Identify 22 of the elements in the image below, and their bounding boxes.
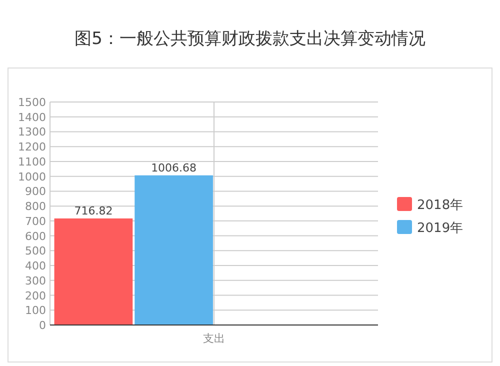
y-tick-label: 800 bbox=[25, 200, 46, 214]
y-tick-label: 1200 bbox=[18, 140, 46, 154]
y-tick-label: 500 bbox=[25, 244, 46, 258]
legend-label: 2019年 bbox=[417, 221, 464, 236]
y-tick-label: 1300 bbox=[18, 126, 46, 139]
y-tick-label: 900 bbox=[25, 185, 46, 198]
y-tick-label: 1100 bbox=[18, 155, 46, 168]
y-tick-label: 0 bbox=[39, 319, 46, 332]
y-tick-label: 700 bbox=[25, 214, 46, 228]
y-tick-label: 1500 bbox=[18, 96, 46, 109]
data-label: 1006.68 bbox=[151, 161, 197, 174]
y-tick-label: 100 bbox=[25, 304, 46, 318]
y-tick-label: 300 bbox=[25, 274, 46, 288]
data-label: 716.82 bbox=[74, 204, 113, 218]
y-tick-label: 1000 bbox=[18, 170, 46, 184]
legend-label: 2018年 bbox=[417, 198, 464, 213]
y-tick-label: 400 bbox=[25, 260, 46, 273]
y-tick-label: 1400 bbox=[18, 110, 46, 124]
y-tick-label: 200 bbox=[25, 289, 46, 302]
chart-title: 图5：一般公共预算财政拨款支出决算变动情况 bbox=[74, 29, 426, 49]
y-tick-label: 600 bbox=[25, 230, 46, 243]
x-tick-label: 支出 bbox=[203, 332, 225, 345]
